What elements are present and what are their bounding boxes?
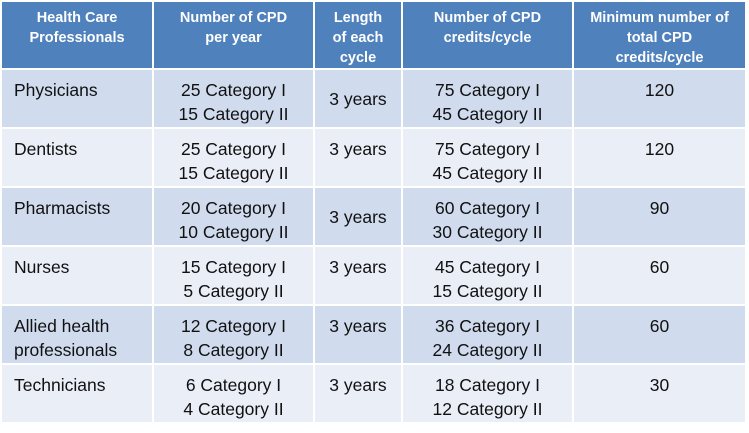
credits-cat2: 45 Category II — [432, 104, 543, 124]
cycle-length-cell: 3 years — [313, 127, 403, 188]
minimum-cell: 90 — [572, 186, 747, 247]
minimum-cell: 30 — [572, 363, 747, 424]
credits-cat1: 75 Category I — [434, 80, 541, 100]
credits-cat2: 30 Category II — [432, 222, 543, 242]
per-year-cat1: 25 Category I — [180, 80, 287, 100]
minimum-cell: 120 — [572, 127, 747, 188]
per-year-cat2: 5 Category II — [183, 281, 284, 301]
credits-cat2: 12 Category II — [432, 399, 543, 419]
per-year-cell: 12 Category I 8 Category II — [152, 304, 315, 365]
credits-cat1: 18 Category I — [434, 375, 541, 395]
credits-cell: 18 Category I 12 Category II — [401, 363, 574, 424]
minimum-cell: 60 — [572, 304, 747, 365]
credits-cat2: 15 Category II — [432, 281, 543, 301]
profession-cell: Nurses — [0, 245, 154, 306]
credits-cat1: 36 Category I — [434, 316, 541, 336]
table-row: Technicians 6 Category I 4 Category II 3 … — [0, 363, 747, 424]
per-year-cell: 25 Category I 15 Category II — [152, 68, 315, 129]
per-year-cat2: 10 Category II — [178, 222, 289, 242]
per-year-cat1: 20 Category I — [180, 198, 287, 218]
profession-cell: Allied health professionals — [0, 304, 154, 365]
cpd-requirements-table: Health Care Professionals Number of CPD … — [0, 0, 747, 424]
minimum-cell: 60 — [572, 245, 747, 306]
per-year-cat1: 15 Category I — [180, 257, 287, 277]
credits-cell: 60 Category I 30 Category II — [401, 186, 574, 247]
minimum-cell: 120 — [572, 68, 747, 129]
per-year-cell: 6 Category I 4 Category II — [152, 363, 315, 424]
per-year-cat1: 6 Category I — [185, 375, 282, 395]
per-year-cat1: 25 Category I — [180, 139, 287, 159]
per-year-cat1: 12 Category I — [180, 316, 287, 336]
header-cpd-per-year: Number of CPD per year — [152, 0, 315, 70]
header-credits-per-cycle: Number of CPD credits/cycle — [401, 0, 574, 70]
credits-cat1: 75 Category I — [434, 139, 541, 159]
per-year-cat2: 15 Category II — [178, 163, 289, 183]
credits-cell: 45 Category I 15 Category II — [401, 245, 574, 306]
cycle-length-cell: 3 years — [313, 304, 403, 365]
per-year-cell: 20 Category I 10 Category II — [152, 186, 315, 247]
table-row: Pharmacists 20 Category I 10 Category II … — [0, 186, 747, 247]
cycle-length-cell: 3 years — [313, 68, 403, 129]
table-row: Allied health professionals 12 Category … — [0, 304, 747, 365]
per-year-cat2: 15 Category II — [178, 104, 289, 124]
header-professionals: Health Care Professionals — [0, 0, 154, 70]
cycle-length-cell: 3 years — [313, 245, 403, 306]
credits-cat1: 45 Category I — [434, 257, 541, 277]
credits-cell: 36 Category I 24 Category II — [401, 304, 574, 365]
cycle-length-cell: 3 years — [313, 363, 403, 424]
header-row: Health Care Professionals Number of CPD … — [0, 0, 747, 70]
table-row: Nurses 15 Category I 5 Category II 3 year… — [0, 245, 747, 306]
credits-cat2: 45 Category II — [432, 163, 543, 183]
credits-cat2: 24 Category II — [432, 340, 543, 360]
profession-cell: Pharmacists — [0, 186, 154, 247]
credits-cat1: 60 Category I — [434, 198, 541, 218]
profession-cell: Technicians — [0, 363, 154, 424]
per-year-cell: 25 Category I 15 Category II — [152, 127, 315, 188]
per-year-cell: 15 Category I 5 Category II — [152, 245, 315, 306]
table-row: Dentists 25 Category I 15 Category II 3 y… — [0, 127, 747, 188]
per-year-cat2: 4 Category II — [183, 399, 284, 419]
credits-cell: 75 Category I 45 Category II — [401, 127, 574, 188]
header-cycle-length: Length of each cycle — [313, 0, 403, 70]
table-row: Physicians 25 Category I 15 Category II 3… — [0, 68, 747, 129]
cycle-length-cell: 3 years — [313, 186, 403, 247]
credits-cell: 75 Category I 45 Category II — [401, 68, 574, 129]
header-minimum-total: Minimum number of total CPD credits/cycl… — [572, 0, 747, 70]
profession-cell: Dentists — [0, 127, 154, 188]
profession-cell: Physicians — [0, 68, 154, 129]
per-year-cat2: 8 Category II — [183, 340, 284, 360]
